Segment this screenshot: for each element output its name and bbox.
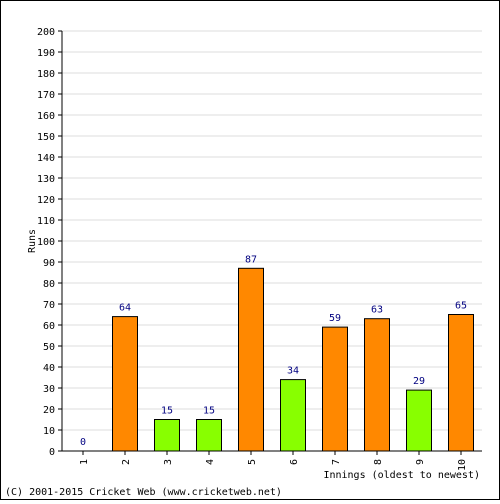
y-tick-label: 30 [43,384,55,395]
y-tick-label: 180 [37,69,55,80]
y-tick-label: 130 [37,174,55,185]
y-tick-labels: 0 10 20 30 40 50 60 70 80 90 100 110 120 130 140 150 160… [37,27,55,458]
x-tick-label: 5 [247,459,258,465]
y-tick-label: 150 [37,132,55,143]
bars [112,267,474,452]
value-label: 64 [119,303,131,314]
y-tick-label: 190 [37,48,55,59]
value-label: 59 [329,313,341,324]
y-tick-label: 140 [37,153,55,164]
y-tick-label: 170 [37,90,55,101]
bar [280,379,306,452]
bar [364,318,390,452]
x-tick-label: 10 [457,459,468,471]
value-label: 15 [203,406,215,417]
y-tick-label: 80 [43,279,55,290]
y-tick-label: 40 [43,363,55,374]
x-axis-title: Innings (oldest to newest) [323,470,480,481]
bar [238,267,264,452]
bar [154,419,180,452]
x-tick-label: 8 [373,459,384,465]
value-label: 87 [245,254,257,265]
x-tick-label: 1 [79,459,90,465]
value-label: 63 [371,305,383,316]
y-tick-label: 90 [43,258,55,269]
x-tick-labels: 1 2 3 4 5 6 7 8 9 10 [79,459,468,471]
bar [406,389,432,452]
value-label: 34 [287,366,299,377]
bar [196,419,222,452]
y-tick-label: 200 [37,27,55,38]
y-axis-title: Runs [27,229,38,253]
bar [448,314,474,452]
value-label: 29 [413,376,425,387]
axes [58,30,482,455]
y-tick-label: 50 [43,342,55,353]
y-tick-label: 160 [37,111,55,122]
bar [322,326,348,452]
value-label: 15 [161,406,173,417]
y-tick-label: 10 [43,426,55,437]
value-label: 65 [455,301,467,312]
value-labels: 0 64 15 15 87 34 59 63 29 65 [80,254,467,448]
x-tick-label: 7 [331,459,342,465]
y-tick-label: 110 [37,216,55,227]
x-tick-label: 6 [289,459,300,465]
y-tick-label: 60 [43,321,55,332]
x-tick-label: 4 [205,459,216,465]
y-tick-label: 100 [37,237,55,248]
bar [112,316,138,452]
x-tick-label: 2 [121,459,132,465]
x-tick-label: 9 [415,459,426,465]
y-tick-label: 70 [43,300,55,311]
x-tick-label: 3 [163,459,174,465]
y-tick-label: 120 [37,195,55,206]
y-tick-label: 20 [43,405,55,416]
value-label: 0 [80,437,86,448]
copyright-footer: (C) 2001-2015 Cricket Web (www.cricketwe… [5,487,282,498]
y-tick-label: 0 [49,447,55,458]
